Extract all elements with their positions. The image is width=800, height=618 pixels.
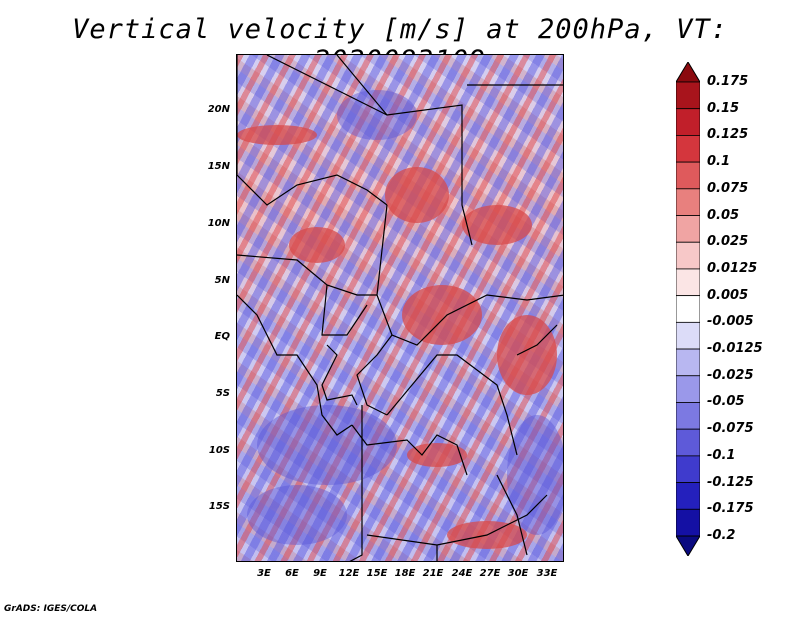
- lon-label-21e: 21E: [422, 568, 444, 579]
- colorbar-segment: [676, 81, 700, 110]
- colorbar-segment: [676, 482, 700, 510]
- lon-label-12e: 12E: [338, 568, 360, 579]
- colorbar-label: 0.005: [707, 287, 749, 303]
- lon-label-6e: 6E: [285, 568, 299, 579]
- colorbar-segment: [676, 455, 700, 483]
- lon-label-9e: 9E: [313, 568, 327, 579]
- colorbar-label: -0.05: [707, 394, 745, 410]
- colorbar-segment: [676, 161, 700, 190]
- lat-label-10n: 10N: [207, 218, 230, 229]
- colorbar-segment: [676, 295, 700, 323]
- grads-credit: GrADS: IGES/COLA: [4, 604, 98, 614]
- colorbar-segment: [676, 428, 700, 457]
- colorbar-top-triangle: [676, 62, 700, 83]
- lon-label-27e: 27E: [479, 568, 501, 579]
- colorbar-label: -0.175: [707, 501, 754, 517]
- map-plot-area: [236, 54, 564, 562]
- map-overlay: [237, 55, 563, 561]
- colorbar-segment: [676, 188, 700, 216]
- lon-label-24e: 24E: [451, 568, 473, 579]
- lon-label-33e: 33E: [536, 568, 558, 579]
- colorbar-label: -0.2: [707, 528, 736, 543]
- lat-label-5s: 5S: [215, 388, 230, 399]
- colorbar-segment: [676, 402, 700, 430]
- lon-label-15e: 15E: [366, 568, 388, 579]
- colorbar-label: 0.05: [707, 207, 740, 223]
- colorbar-segment: [676, 108, 700, 136]
- lat-label-5n: 5N: [214, 275, 230, 286]
- colorbar: [676, 62, 700, 556]
- lat-label-eq: EQ: [214, 331, 230, 342]
- colorbar-label: 0.15: [707, 100, 740, 116]
- colorbar-label: 0.025: [707, 234, 749, 250]
- lon-label-30e: 30E: [507, 568, 529, 579]
- lat-label-15n: 15N: [207, 161, 230, 172]
- colorbar-label: 0.175: [707, 74, 749, 89]
- colorbar-label: 0.0125: [707, 260, 758, 276]
- colorbar-label: 0.125: [707, 127, 749, 143]
- colorbar-segment: [676, 135, 700, 163]
- lat-label-10s: 10S: [208, 445, 230, 456]
- colorbar-label: -0.025: [707, 367, 754, 383]
- colorbar-segment: [676, 375, 700, 403]
- colorbar-label: -0.0125: [707, 341, 763, 357]
- lon-label-3e: 3E: [257, 568, 271, 579]
- colorbar-segment: [676, 508, 700, 537]
- lon-label-18e: 18E: [394, 568, 416, 579]
- colorbar-label: -0.125: [707, 474, 754, 490]
- colorbar-segment: [676, 215, 700, 243]
- colorbar-label: -0.075: [707, 421, 754, 437]
- lat-label-20n: 20N: [207, 104, 230, 115]
- colorbar-segment: [676, 268, 700, 297]
- colorbar-bottom-triangle: [676, 535, 700, 556]
- colorbar-label: 0.075: [707, 180, 749, 196]
- colorbar-label: -0.005: [707, 314, 754, 330]
- colorbar-segment: [676, 241, 700, 270]
- colorbar-segment: [676, 321, 700, 350]
- colorbar-label: 0.1: [707, 154, 731, 170]
- colorbar-label: -0.1: [707, 447, 736, 463]
- lat-label-15s: 15S: [208, 501, 230, 512]
- colorbar-segment: [676, 348, 700, 377]
